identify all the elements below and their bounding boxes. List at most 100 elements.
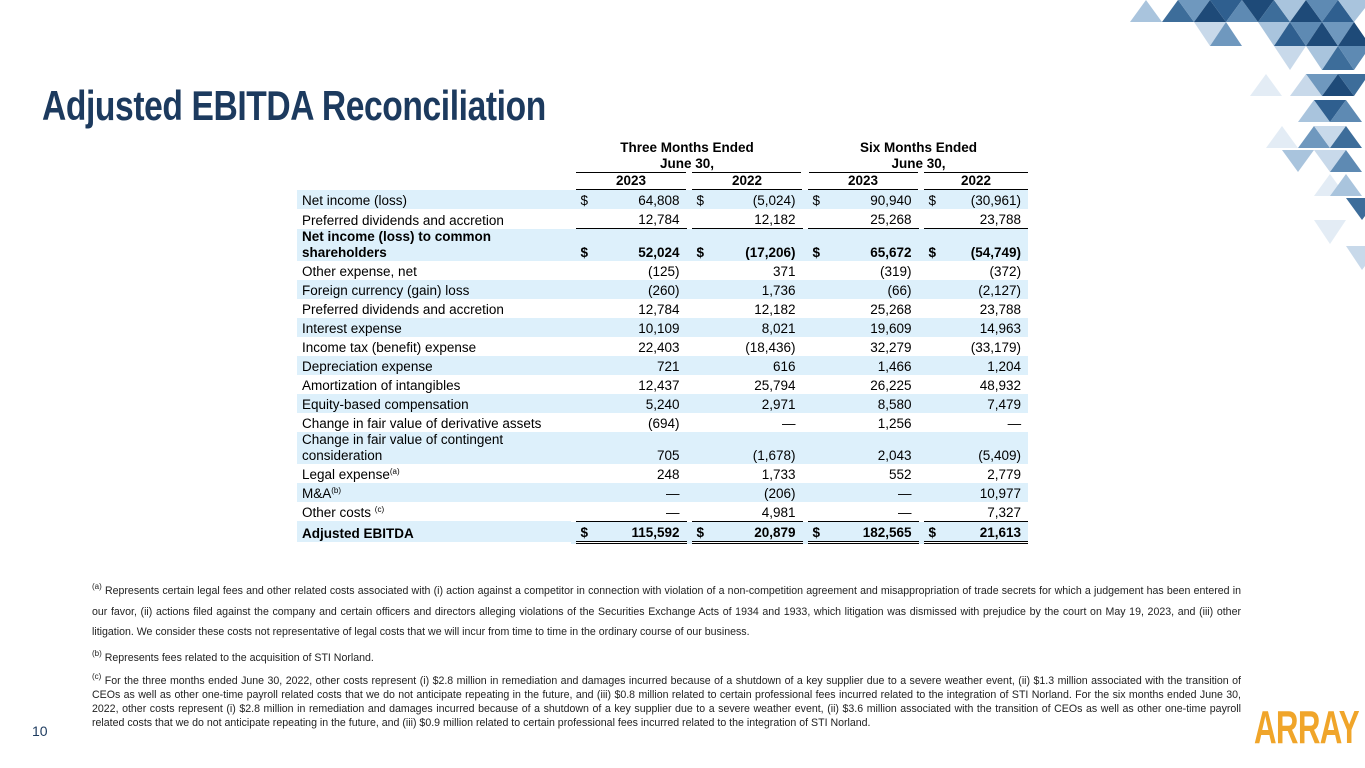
value-cell: 115,592 (588, 521, 690, 544)
currency-cell (802, 298, 821, 318)
currency-cell (802, 317, 821, 337)
currency-cell (570, 279, 589, 299)
footnotes: (a) Represents certain legal fees and ot… (92, 577, 1241, 735)
currency-cell: $ (918, 228, 937, 261)
row-label-text: Change in fair value of contingent consi… (302, 431, 504, 463)
currency-symbol: $ (696, 524, 705, 540)
year-row: 2023 2022 2023 2022 (297, 172, 1029, 190)
currency-cell (918, 374, 937, 394)
currency-symbol: $ (696, 244, 705, 260)
currency-cell: $ (802, 189, 821, 209)
currency-cell: $ (802, 521, 821, 544)
group-header: June 30, (805, 156, 1029, 173)
currency-cell (570, 298, 589, 318)
row-label: Equity-based compensation (297, 393, 573, 413)
row-label: Interest expense (297, 317, 573, 337)
spacer (297, 156, 573, 173)
table-row: Change in fair value of contingent consi… (297, 431, 1029, 464)
row-label-text: Net income (loss) (302, 193, 408, 208)
value-cell: (66) (820, 279, 922, 299)
currency-cell (918, 260, 937, 280)
currency-cell (918, 393, 937, 413)
row-label: Amortization of intangibles (297, 375, 573, 394)
value-cell: (206) (704, 482, 806, 502)
value-cell: 12,784 (588, 209, 690, 229)
value-cell: 64,808 (588, 189, 690, 209)
row-label-text: Preferred dividends and accretion (302, 301, 504, 317)
table-row: Equity-based compensation 5,240 2,971 8,580… (297, 393, 1029, 413)
value-cell: 1,736 (704, 279, 806, 299)
table-row: Preferred dividends and accretion 12,784 1… (297, 298, 1028, 318)
value-cell: 12,437 (638, 377, 680, 393)
table-row: Other expense, net (125) 371 (319) (372) (297, 260, 1028, 280)
row-label-text: Other expense, net (302, 263, 417, 279)
currency-cell (686, 317, 705, 337)
row-label: Change in fair value of derivative asset… (297, 413, 573, 432)
currency-cell (918, 482, 937, 502)
row-label: Other costs (c) (297, 502, 573, 522)
footnote-text: For the three months ended June 30, 2022… (92, 674, 1241, 729)
reconciliation-table: Three Months Ended Six Months Ended June 3… (297, 140, 1029, 544)
currency-cell: $ (686, 189, 705, 209)
row-label-text: Equity-based compensation (302, 396, 469, 412)
value-cell: 12,182 (754, 301, 796, 317)
value-cell: 182,565 (820, 521, 922, 544)
value-cell: (125) (648, 263, 680, 279)
table-row: Amortization of intangibles 12,437 25,794 2… (297, 374, 1028, 394)
value-cell: (17,206) (704, 228, 806, 261)
value-cell: 25,794 (754, 377, 796, 393)
footnote-marker: (c) (374, 505, 385, 514)
value-cell: 5,240 (588, 393, 690, 413)
footnote: (c) For the three months ended June 30, … (92, 670, 1241, 730)
currency-cell (918, 463, 937, 483)
footnote: (b) Represents fees related to the acqui… (92, 647, 1241, 665)
currency-cell (802, 463, 821, 483)
footnote-text: Represents certain legal fees and other … (92, 585, 1241, 638)
row-label-text: Depreciation expense (302, 358, 433, 374)
value-cell: (5,409) (936, 431, 1029, 464)
currency-cell (802, 279, 821, 299)
value-cell: 23,788 (936, 209, 1029, 229)
currency-symbol: $ (812, 524, 821, 540)
value-cell: 721 (588, 355, 690, 375)
table-row: Change in fair value of derivative asset… (297, 412, 1028, 432)
table-row: Legal expense(a) 248 1,733 552 2,779 (297, 463, 1028, 483)
table-row: Net income (loss) to common shareholders… (297, 228, 1029, 261)
currency-cell (802, 482, 821, 502)
currency-cell (802, 393, 821, 413)
table-row: Interest expense 10,109 8,021 19,609 14,963 (297, 317, 1029, 337)
currency-cell (918, 336, 937, 356)
row-label: Net income (loss) to common shareholders (297, 228, 573, 261)
group-header: June 30, (573, 156, 810, 173)
currency-cell: $ (686, 521, 705, 544)
currency-cell (802, 374, 821, 394)
value-cell: (372) (989, 263, 1022, 279)
row-label: M&A(b) (297, 482, 573, 502)
value-cell: (260) (588, 279, 690, 299)
currency-cell (686, 298, 705, 318)
footnote-marker: (b) (331, 485, 342, 495)
value-cell: 32,279 (870, 339, 912, 355)
table-row: Foreign currency (gain) loss (260) 1,736 (6… (297, 279, 1029, 299)
row-label-text: Income tax (benefit) expense (302, 339, 477, 355)
currency-cell: $ (802, 228, 821, 261)
value-cell: 90,940 (820, 189, 922, 209)
value-cell: 1,204 (936, 355, 1029, 375)
value-cell: (694) (648, 415, 680, 431)
header-row: Three Months Ended Six Months Ended (297, 140, 1029, 156)
currency-cell (570, 463, 589, 483)
table-row: Net income (loss) $64,808 $ (5,024) $90,940 $… (297, 189, 1029, 209)
currency-cell (802, 431, 821, 464)
currency-cell (686, 412, 705, 432)
currency-symbol: $ (928, 524, 937, 540)
row-label-text: Interest expense (302, 320, 402, 336)
value-cell: 12,182 (704, 209, 806, 229)
year-header: 2022 (918, 172, 1029, 190)
row-label-text: M&A (302, 485, 332, 501)
currency-cell (570, 431, 589, 464)
currency-cell (686, 501, 705, 522)
currency-symbol: $ (812, 193, 821, 208)
value-cell: 1,733 (761, 466, 796, 482)
value-cell: 7,479 (936, 393, 1029, 413)
